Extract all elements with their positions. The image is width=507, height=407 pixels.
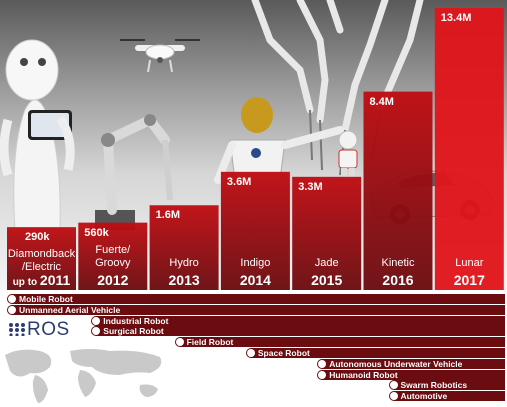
timeline-dot-icon [389,381,398,390]
bar-value-label: 1.6M [155,209,181,222]
bar-value-label: 8.4M [369,95,394,108]
timeline-dot-icon [8,295,16,303]
bar-value-label: 13.4M [440,12,472,24]
timeline-row: Swarm Robotics [388,380,505,391]
timeline-label: Mobile Robot [19,294,73,304]
drone-icon [120,39,200,73]
ros-brand-label: ROS [27,319,70,340]
timeline-label: Swarm Robotics [400,380,468,391]
bar-distro-label: Kinetic [381,257,415,269]
timeline-row: Surgical Robot [91,326,505,337]
bar-2012 [78,222,148,290]
timeline-dot-icon [92,327,101,336]
timeline-row: Unmanned Aerial Vehicle [7,304,505,315]
bar-2016 [363,91,433,290]
ros-logo-icon [9,323,25,336]
timeline-dot-icon [8,305,16,314]
bar-year-label: 2014 [239,272,271,288]
year-value: 2011 [39,272,71,288]
timeline-row: Autonomous Underwater Vehicle [317,358,505,369]
timeline-dot-icon [92,316,101,325]
bar-year-label: up to 2011 [7,272,76,288]
bar-value-label: 560k [84,226,109,239]
robot-timeline: Mobile Robot Unmanned Aerial Vehicle Indus… [0,294,507,407]
bar-distro-label: Fuerte/ Groovy [95,244,131,269]
timeline-label: Field Robot [186,337,234,348]
pepper-robot-icon [0,39,75,231]
bar-2017 [434,8,504,290]
bar-distro-label: Indigo [240,257,271,269]
bar-distro-label: Hydro [169,257,199,269]
timeline-dot-icon [318,370,327,379]
timeline-dot-icon [246,349,255,357]
timeline-label: Surgical Robot [103,326,164,337]
timeline-row: Mobile Robot [7,294,505,304]
bar-distro-label: Diamondback /Electric [7,248,76,273]
timeline-label: Unmanned Aerial Vehicle [19,304,121,315]
bar-value-label: 3.6M [226,175,252,188]
year-prefix-label: up to [12,277,40,288]
timeline-dot-icon [389,392,398,401]
bar-distro-label: Jade [314,257,339,269]
bar-year-label: 2012 [97,272,129,288]
bar-year-label: 2017 [453,272,485,288]
humanoid-robot-icon [338,130,358,182]
bar-chart [7,8,504,290]
chart-stage: 290k Diamondback /Electric up to 2011 560k F… [0,0,507,290]
timeline-row: Industrial Robot [91,315,505,326]
world-map-icon [5,349,162,403]
bar-year-label: 2015 [311,272,343,288]
bar-value-label: 3.3M [298,180,323,193]
bar-year-label: 2013 [168,272,200,288]
timeline-dot-icon [318,359,327,368]
timeline-label: Automotive [400,391,448,402]
timeline-label: Autonomous Underwater Vehicle [329,358,463,369]
timeline-row: Automotive [388,391,505,402]
bar-2013 [149,205,219,290]
timeline-row: Space Robot [245,348,505,358]
space-robot-icon [214,97,344,184]
bar-2014 [220,171,290,290]
timeline-row: Humanoid Robot [317,369,505,380]
timeline-dot-icon [175,338,184,347]
bar-2011 [7,227,76,290]
bar-2015 [292,176,362,290]
timeline-label: Space Robot [257,348,310,358]
timeline-row: Field Robot [174,337,505,348]
bar-year-label: 2016 [382,272,414,288]
bar-value-label: 290k [25,231,50,244]
timeline-label: Humanoid Robot [329,369,398,380]
timeline-label: Industrial Robot [103,315,169,326]
bar-distro-label: Lunar [455,257,484,269]
